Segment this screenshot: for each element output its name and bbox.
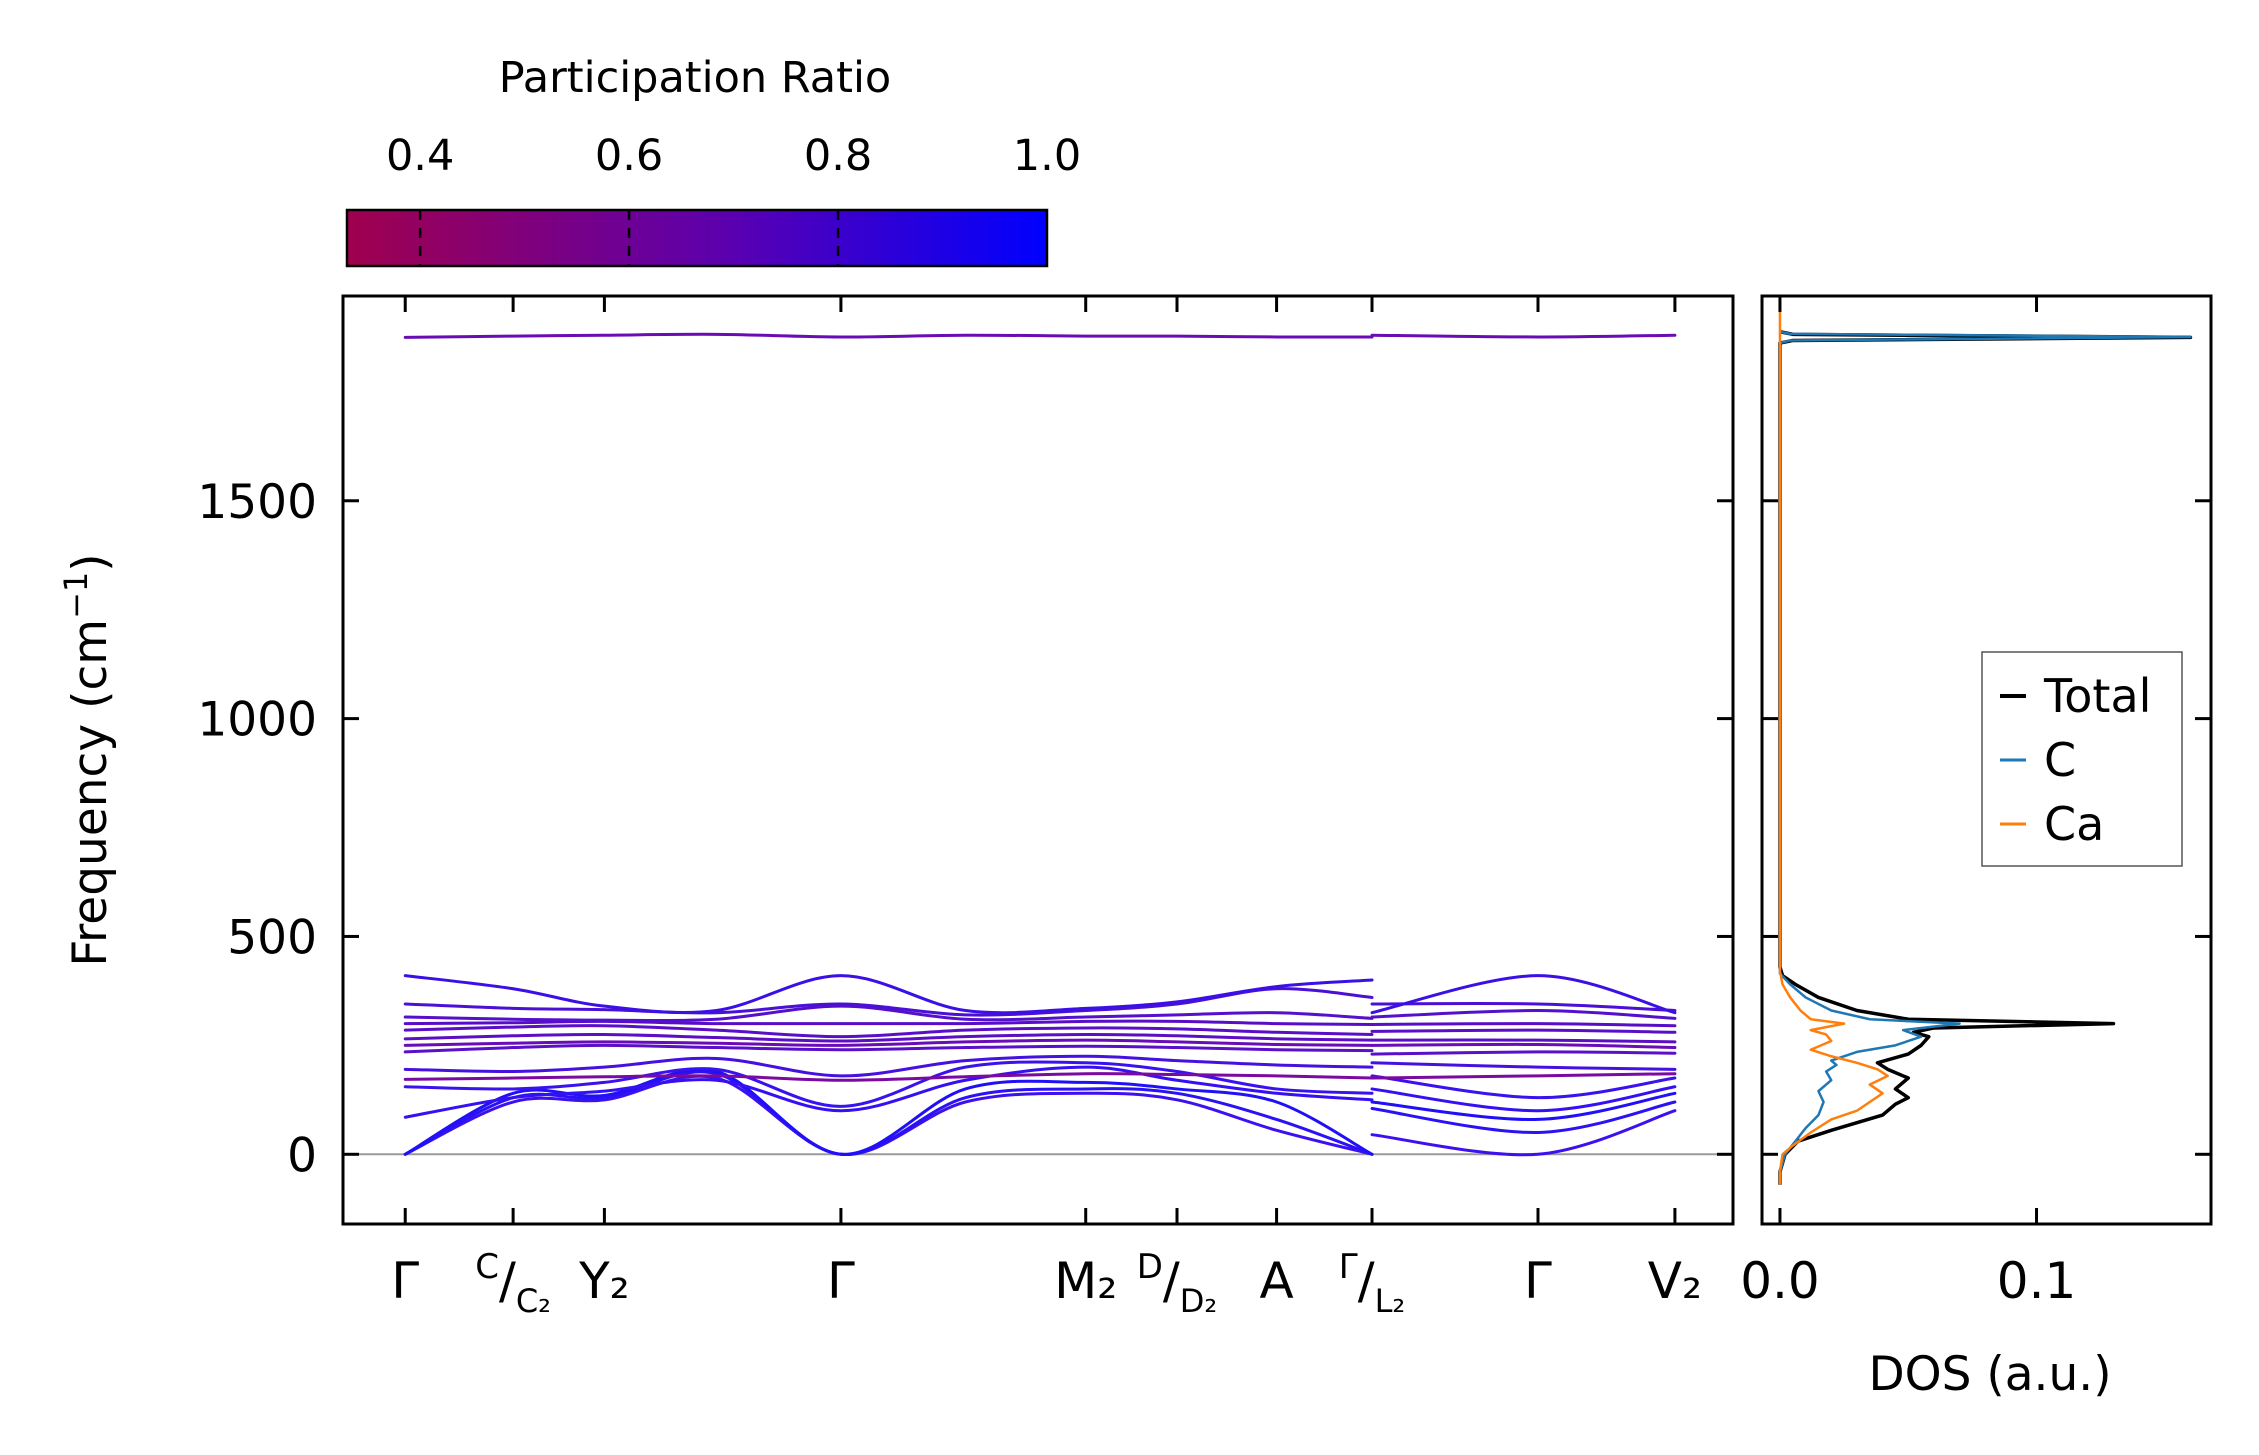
dos-curve-ca xyxy=(1778,300,1889,1185)
band-plot-frame xyxy=(341,294,1735,1226)
band-y-tick-label: 1000 xyxy=(197,693,317,748)
band-y-tick-label: 1500 xyxy=(197,475,317,530)
high-symmetry-label: V₂ xyxy=(1648,1252,1702,1310)
band-y-ticks: 0 500 1000 1500 xyxy=(197,475,1733,1183)
phonon-branch xyxy=(403,1070,1374,1156)
band-lines xyxy=(343,332,1733,1157)
phonon-branch xyxy=(403,1054,1374,1078)
phonon-branch xyxy=(1370,1085,1677,1113)
phonon-branch xyxy=(1370,1038,1677,1044)
phonon-branch xyxy=(1370,1042,1677,1050)
high-symmetry-label-sub: L₂ xyxy=(1375,1282,1406,1320)
phonon-branch xyxy=(403,1072,1374,1082)
dos-x-tick-label: 0.1 xyxy=(1997,1252,2077,1310)
legend-label: C xyxy=(2044,733,2076,787)
phonon-branch xyxy=(1370,1009,1677,1020)
phonon-branch xyxy=(1370,333,1677,339)
colorbar: Participation Ratio 0.4 0.6 0.8 1.0 xyxy=(345,53,1081,268)
phonon-branch xyxy=(1370,1001,1677,1013)
colorbar-tick-label: 0.8 xyxy=(804,131,872,181)
phonon-branch xyxy=(403,1060,1374,1108)
colorbar-tick-label: 1.0 xyxy=(1013,131,1081,181)
high-symmetry-label: Γ xyxy=(827,1252,855,1310)
phonon-branch xyxy=(1370,1072,1677,1080)
phonon-branch xyxy=(1370,1022,1677,1028)
phonon-branch xyxy=(1370,974,1677,1015)
colorbar-title: Participation Ratio xyxy=(499,53,892,103)
high-symmetry-label: D/D₂ xyxy=(1137,1247,1218,1320)
high-symmetry-label-slash: / xyxy=(1358,1252,1375,1310)
colorbar-tick-label: 0.4 xyxy=(386,131,454,181)
high-symmetry-label-sub: D₂ xyxy=(1180,1282,1217,1320)
high-symmetry-label-sup: Γ xyxy=(1339,1247,1358,1287)
high-symmetry-label: C/C₂ xyxy=(475,1247,551,1320)
high-symmetry-label: Y₂ xyxy=(578,1252,630,1310)
dos-ticks: 0.0 0.1 xyxy=(1740,296,2211,1310)
phonon-branch xyxy=(1370,1028,1677,1034)
high-symmetry-label-sup: C xyxy=(475,1247,499,1287)
phonon-branch xyxy=(1370,1109,1677,1157)
dos-panel: 0.0 0.1 DOS (a.u.) Total C Ca xyxy=(1740,294,2213,1402)
band-y-tick-label: 0 xyxy=(287,1128,317,1183)
dos-x-axis-label: DOS (a.u.) xyxy=(1868,1347,2111,1402)
legend-label: Ca xyxy=(2044,797,2104,851)
dos-legend: Total C Ca xyxy=(1981,651,2183,867)
dos-x-tick-label: 0.0 xyxy=(1740,1252,1820,1310)
phonon-branch xyxy=(403,1043,1374,1054)
phonon-branch xyxy=(403,1065,1374,1119)
phonon-branch xyxy=(403,1024,1374,1039)
colorbar-ticks: 0.4 0.6 0.8 1.0 xyxy=(386,131,1081,266)
colorbar-gradient xyxy=(345,208,1049,268)
high-symmetry-label-slash: / xyxy=(1163,1252,1180,1310)
phonon-branch xyxy=(403,1004,1374,1023)
band-y-tick-label: 500 xyxy=(227,910,317,965)
y-axis-label: Frequency (cm−1) xyxy=(57,553,118,966)
phonon-branch xyxy=(1370,1100,1677,1135)
y-axis-label-superscript: −1 xyxy=(57,572,95,619)
high-symmetry-label: Γ xyxy=(391,1252,419,1310)
high-symmetry-label: A xyxy=(1259,1252,1293,1310)
phonon-branch xyxy=(1370,1074,1677,1100)
high-symmetry-label: Γ/L₂ xyxy=(1339,1247,1405,1320)
high-symmetry-label-sup: D xyxy=(1137,1247,1163,1287)
legend-label: Total xyxy=(2043,669,2151,723)
phonon-branch xyxy=(1370,1050,1677,1056)
phonon-branch xyxy=(403,332,1374,339)
phonon-branch xyxy=(403,974,1374,1015)
high-symmetry-label: Γ xyxy=(1524,1252,1552,1310)
band-x-ticks: Γ C/C₂ Y₂ Γ M₂ D/D₂ A Γ/L₂ Γ V₂ xyxy=(391,296,1702,1320)
phonon-branch xyxy=(403,1032,1374,1043)
high-symmetry-label-slash: / xyxy=(499,1252,516,1310)
phonon-branch xyxy=(1370,1061,1677,1071)
high-symmetry-label-sub: C₂ xyxy=(516,1282,551,1320)
dos-lines xyxy=(1778,300,2193,1185)
phonon-branch xyxy=(403,1038,1374,1047)
colorbar-tick-label: 0.6 xyxy=(595,131,663,181)
high-symmetry-label: M₂ xyxy=(1054,1252,1117,1310)
phonon-branch xyxy=(403,1019,1374,1026)
dos-plot-frame xyxy=(1760,294,2213,1226)
phonon-branch xyxy=(1370,1091,1677,1121)
